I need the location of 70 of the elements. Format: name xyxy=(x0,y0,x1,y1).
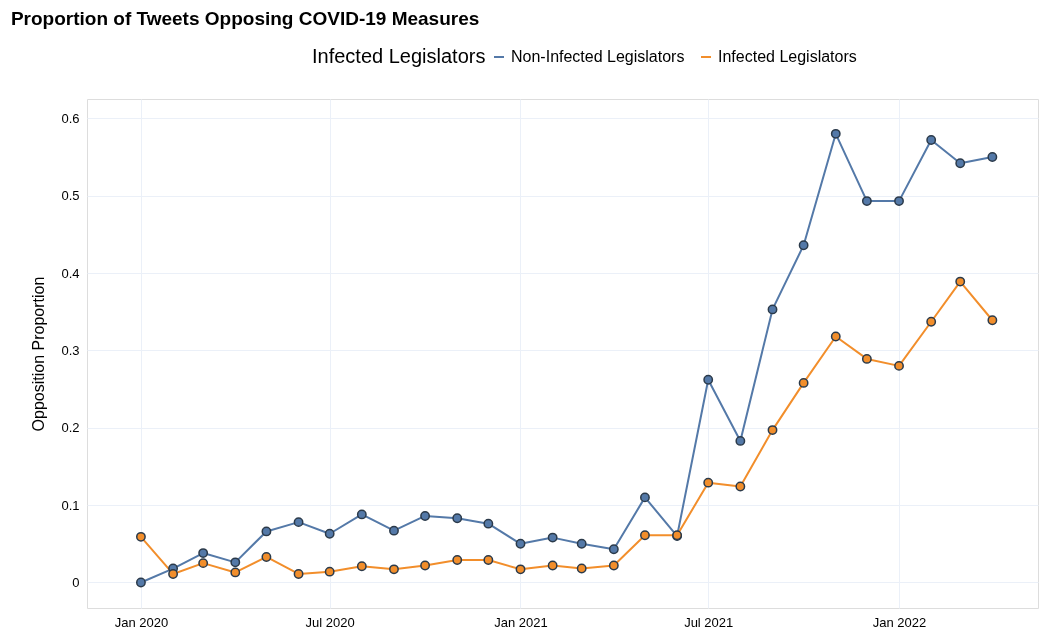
point xyxy=(356,509,367,520)
point xyxy=(547,560,558,571)
point xyxy=(576,563,587,574)
point xyxy=(955,158,966,169)
point xyxy=(894,196,904,207)
point xyxy=(608,544,619,555)
point xyxy=(261,526,272,537)
point xyxy=(230,567,241,578)
point xyxy=(198,548,209,558)
point xyxy=(483,518,494,529)
y-tick-label: 0.4 xyxy=(61,265,80,281)
point xyxy=(861,196,872,207)
point xyxy=(703,374,714,385)
point xyxy=(830,331,841,342)
point xyxy=(293,517,304,528)
x-tick-label: Jan 2020 xyxy=(114,614,169,630)
point xyxy=(703,477,714,488)
point xyxy=(230,557,241,568)
point xyxy=(324,528,335,539)
point xyxy=(894,360,904,371)
point xyxy=(452,555,463,565)
point xyxy=(830,128,841,139)
legend-label: Infected Legislators xyxy=(718,48,857,65)
x-tick-label: Jan 2022 xyxy=(872,614,927,630)
point xyxy=(136,577,146,588)
point xyxy=(926,135,937,145)
legend-label: Non-Infected Legislators xyxy=(511,48,685,65)
y-tick-label: 0.5 xyxy=(61,188,80,204)
point xyxy=(798,240,809,251)
point xyxy=(547,532,558,543)
legend-title: Infected Legislators xyxy=(312,45,486,67)
point xyxy=(926,316,937,327)
point xyxy=(515,538,526,549)
point xyxy=(576,538,587,549)
y-tick-label: 0.6 xyxy=(61,110,80,126)
point xyxy=(987,152,998,162)
point xyxy=(987,315,998,326)
point xyxy=(798,377,809,388)
chart-title: Proportion of Tweets Opposing COVID-19 Measures xyxy=(10,8,480,29)
point xyxy=(420,511,431,521)
point xyxy=(767,304,778,315)
point xyxy=(515,564,526,575)
point xyxy=(483,555,494,565)
point xyxy=(389,525,399,536)
point xyxy=(198,558,209,569)
x-tick-label: Jul 2021 xyxy=(684,614,734,630)
point xyxy=(861,353,872,364)
point xyxy=(452,513,463,524)
point xyxy=(136,531,146,542)
point xyxy=(640,530,650,541)
point xyxy=(608,560,619,571)
point xyxy=(735,435,746,446)
point xyxy=(389,564,399,575)
x-tick-label: Jul 2020 xyxy=(305,614,355,630)
y-axis-title: Opposition Proportion xyxy=(30,276,48,432)
point xyxy=(640,492,650,503)
point xyxy=(767,425,778,436)
y-tick-label: 0.1 xyxy=(61,497,80,513)
point xyxy=(324,566,335,577)
point xyxy=(261,552,272,562)
point xyxy=(735,481,746,492)
point xyxy=(420,560,431,571)
point xyxy=(168,569,179,579)
point xyxy=(293,569,304,579)
point xyxy=(356,561,367,572)
y-tick-label: 0 xyxy=(72,574,80,590)
point xyxy=(955,276,966,287)
y-tick-label: 0.3 xyxy=(61,342,80,358)
x-tick-label: Jan 2021 xyxy=(494,614,548,630)
y-tick-label: 0.2 xyxy=(61,420,80,436)
